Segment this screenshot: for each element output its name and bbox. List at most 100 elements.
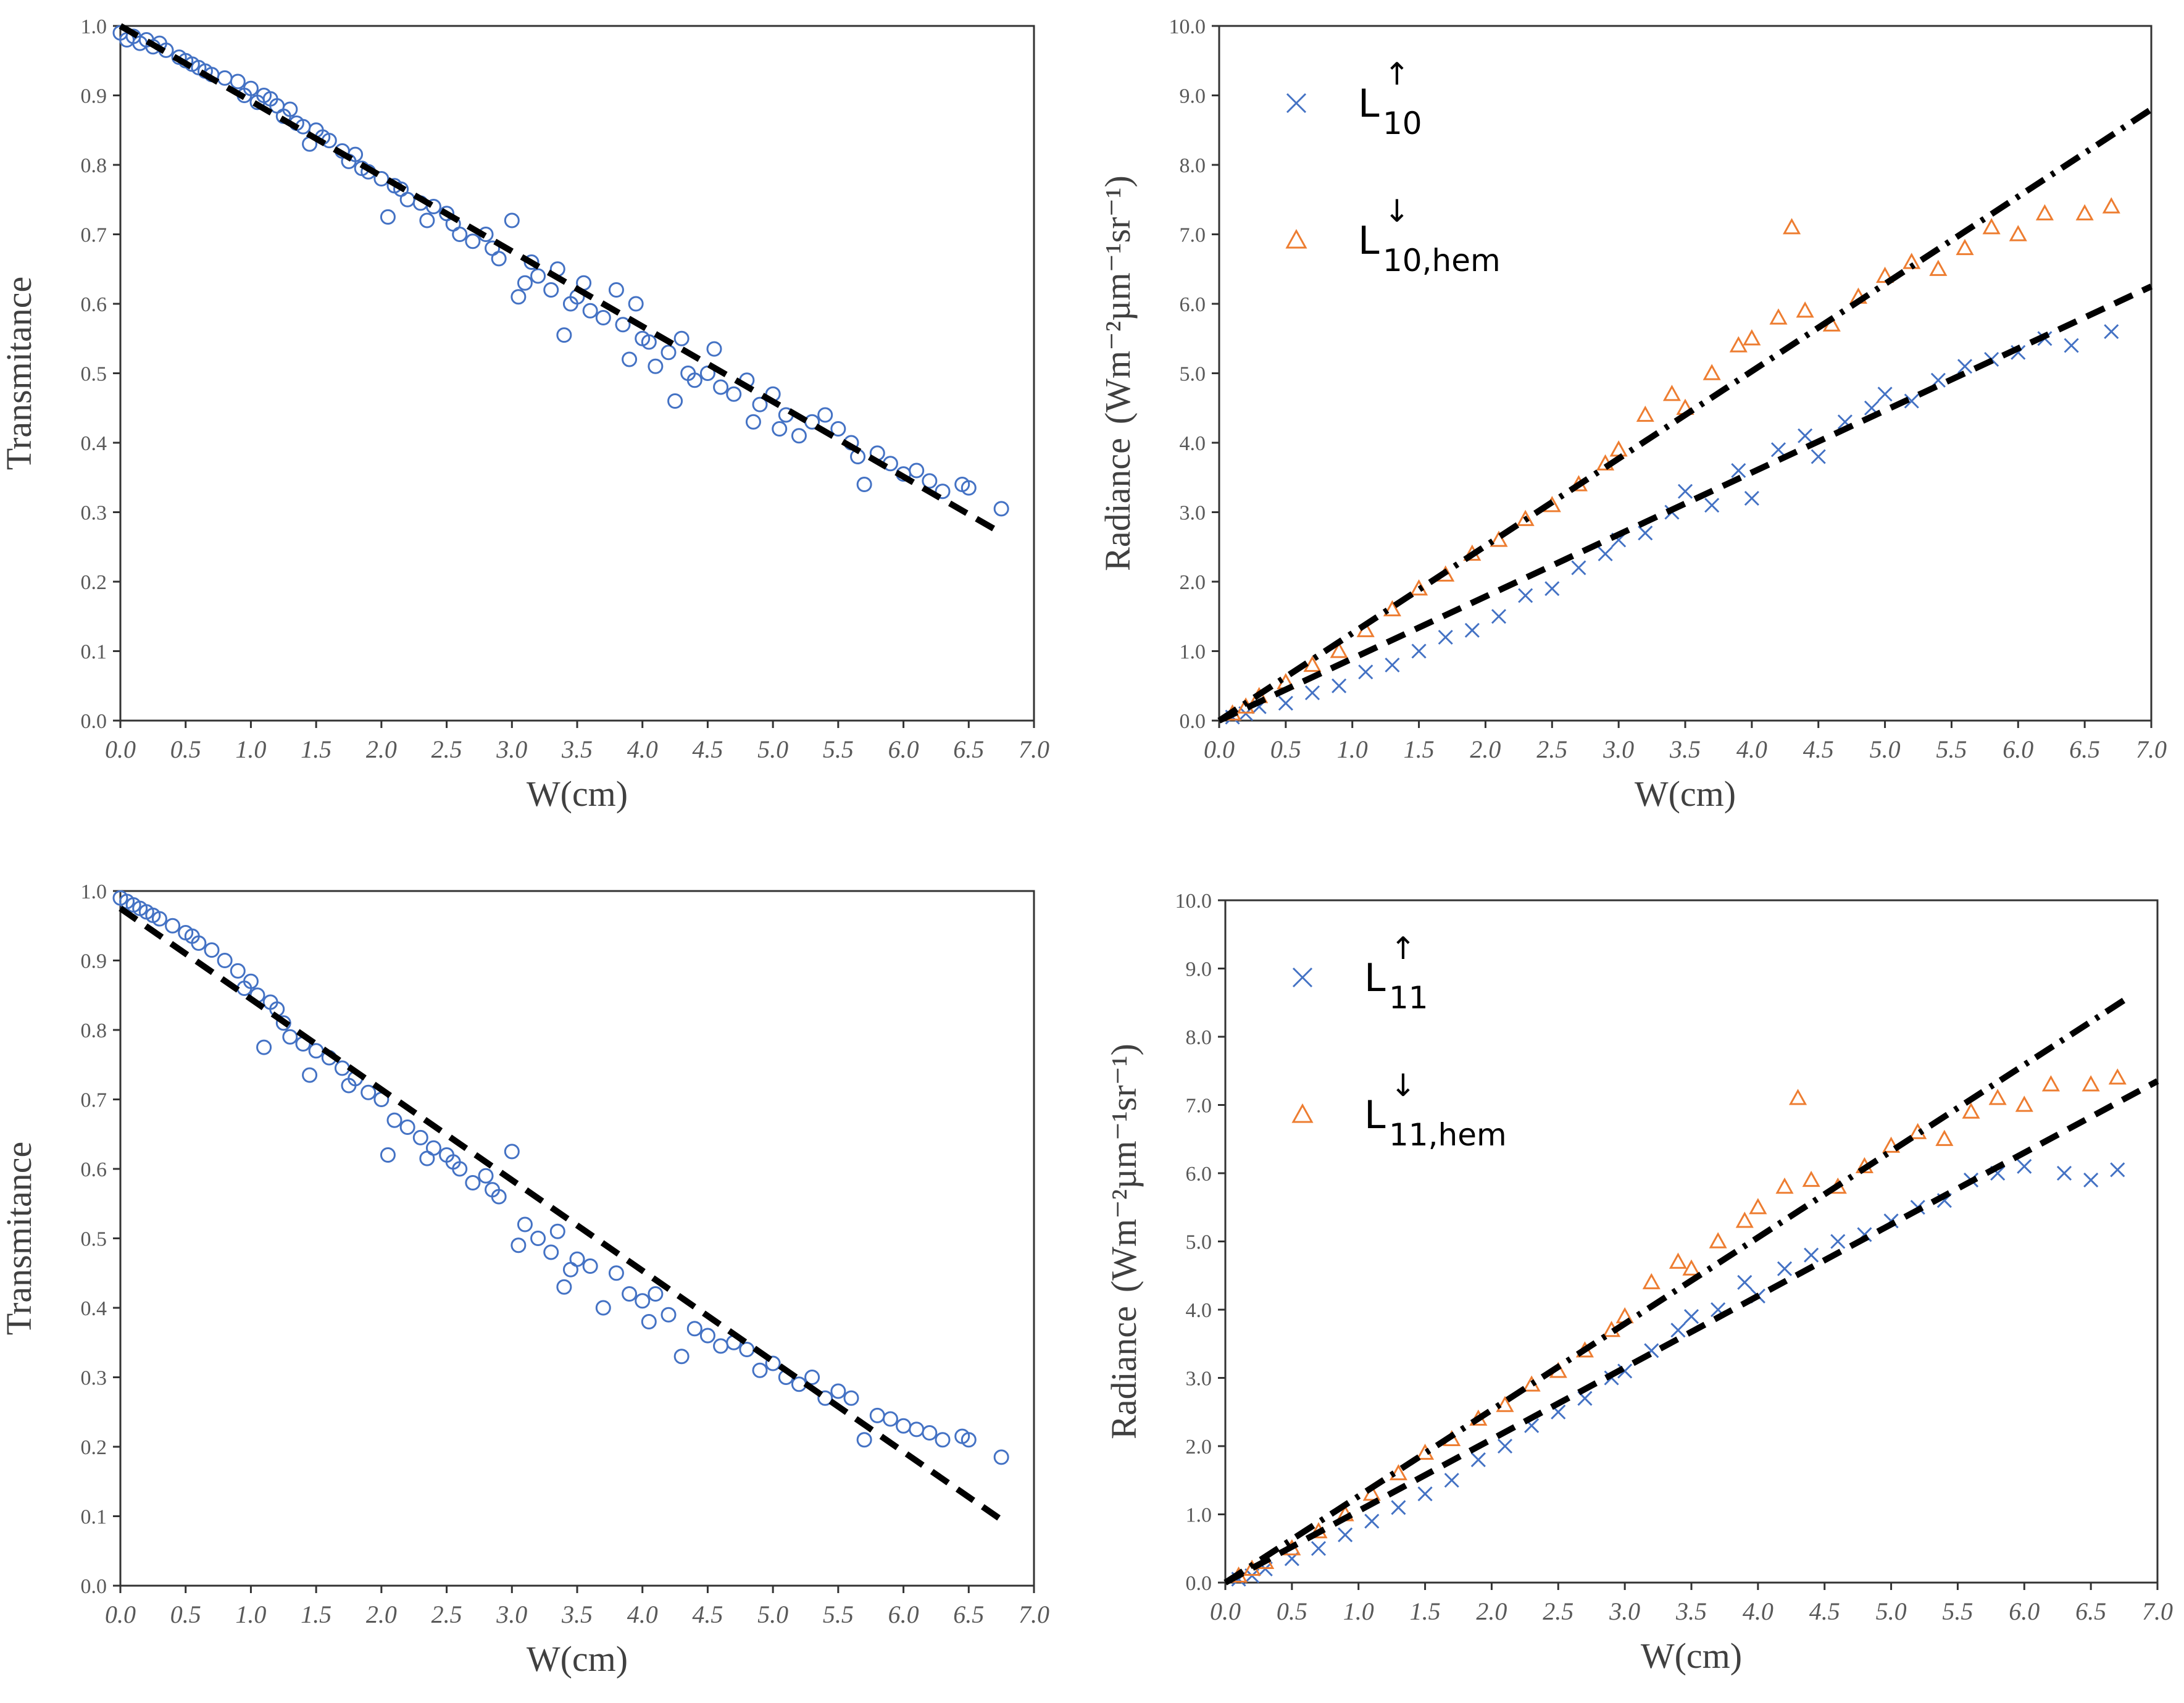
data-point [1491,609,1507,624]
data-point [511,289,527,305]
data-point [425,199,441,214]
data-point [217,953,233,968]
panel-bottom-left-transmittance: 0.0 0.5 1.0 1.5 2.0 2.5 3.0 3.5 4.0 4.5 5.0 5.5 6.0 6… [0,881,1049,1679]
data-point [1278,695,1293,711]
data-point [686,372,702,388]
data-point [856,1432,872,1448]
y-tick-label: 9.0 [1186,958,1212,981]
x-tick-label: 7.0 [1019,735,1049,763]
x-tick-label: 6.0 [2003,735,2033,763]
x-tick-label: 4.0 [627,1600,658,1628]
data-point [530,268,546,284]
x-tick-label: 3.0 [496,735,527,763]
data-point [1677,483,1693,499]
y-tick-label: 0.1 [81,641,107,664]
x-tick-label: 3.5 [561,735,593,763]
data-point [1638,525,1653,541]
data-point [1802,1170,1820,1187]
data-point [556,1279,572,1295]
y-tick-label: 9.0 [1180,85,1206,108]
data-point [191,935,207,951]
y-tick-label: 10.0 [1169,15,1206,38]
data-point [830,421,846,437]
data-point [549,1223,565,1239]
data-point [673,1349,690,1365]
data-point [1636,405,1654,422]
data-point [1682,1259,1701,1276]
data-point [1982,218,2001,235]
y-tick-label: 1.0 [81,881,107,903]
x-axis-label: W(cm) [527,1639,628,1679]
data-point [1464,622,1480,638]
fit-line-dashed [1223,1078,2159,1586]
data-point [1988,1089,2007,1105]
y-tick-label: 0.6 [81,293,107,316]
data-point [1789,1089,1807,1105]
data-point [1358,664,1373,680]
data-point [856,477,872,492]
data-point [256,1039,272,1055]
x-tick-label: 7.0 [2136,735,2167,763]
data-point [1598,546,1613,562]
data-point [686,1321,702,1337]
data-point [452,1161,468,1177]
data-point [1804,1247,1819,1263]
data-point [1876,266,1894,283]
y-tick-label: 7.0 [1180,224,1206,247]
x-tick-label: 5.0 [1870,735,1901,763]
data-point [648,1286,664,1302]
fit-line-dashed [119,906,1003,1523]
data-point [1330,642,1348,658]
y-tick-label: 0.0 [1186,1572,1212,1595]
x-tick-label: 1.5 [301,1600,331,1628]
y-tick-label: 0.5 [81,363,107,386]
x-tick-label: 6.5 [953,735,984,763]
x-tick-label: 4.0 [1736,735,1767,763]
data-point [1731,462,1746,479]
y-tick-label: 0.8 [81,1019,107,1042]
data-point [935,1432,951,1448]
data-point [243,973,259,989]
x-axis-label: W(cm) [1635,774,1736,814]
x-tick-label: 6.5 [953,1600,984,1628]
series-l11-up [1231,1158,2125,1587]
legend-arrow: ↓ [1390,1068,1416,1103]
x-tick-label: 5.0 [757,1600,788,1628]
fit-line-dashed [119,23,1003,536]
data-point [641,1314,657,1329]
y-tick-label: 5.0 [1186,1231,1212,1254]
data-point [399,1119,415,1135]
data-point [1783,218,1801,235]
data-point [752,396,768,412]
x-tick-label: 3.0 [1603,735,1634,763]
x-tick-label: 2.5 [1536,735,1567,763]
data-point [452,227,468,242]
x-tick-label: 6.5 [2075,1597,2106,1625]
data-point [373,171,390,186]
x-tick-label: 1.0 [235,735,266,763]
data-point [961,1432,977,1448]
data-point [765,1355,781,1371]
data-point [1811,449,1826,464]
data-point [1744,490,1759,506]
legend-marker [1292,967,1313,988]
data-point [993,501,1009,517]
x-tick-label: 1.0 [1343,1597,1374,1625]
legend-subscript: 11 [1389,980,1428,1016]
data-point [817,1390,833,1406]
x-tick-label: 2.0 [1476,1597,1507,1625]
x-tick-label: 5.0 [1876,1597,1907,1625]
data-point [2015,1095,2033,1112]
data-point [1735,1211,1754,1228]
y-tick-label: 1.0 [1180,641,1206,664]
data-point [622,351,638,367]
data-point [425,1140,441,1156]
y-tick-label: 0.9 [81,85,107,108]
data-point [608,1265,624,1281]
x-tick-label: 0.0 [1204,735,1235,763]
y-tick-label: 3.0 [1186,1368,1212,1391]
data-point [230,73,246,90]
data-point [922,1425,938,1441]
data-point [667,393,683,409]
data-point [504,212,520,228]
